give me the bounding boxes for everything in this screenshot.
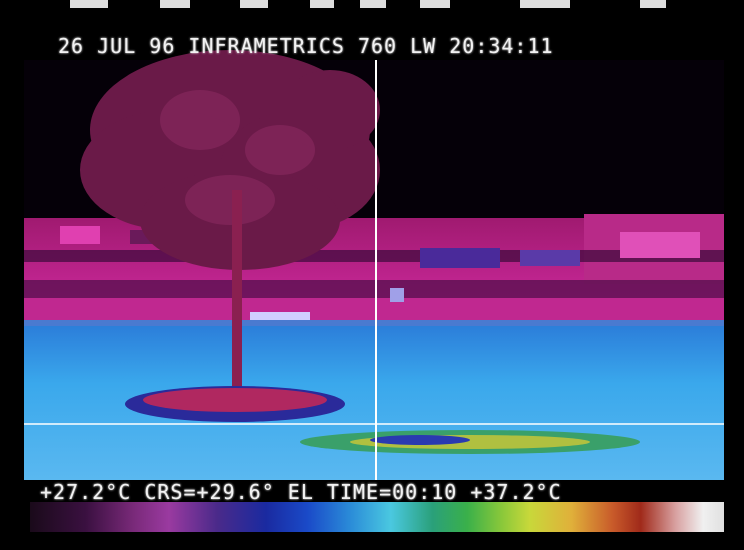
temperature-palette-bar xyxy=(30,502,724,532)
tree-trunk xyxy=(232,190,242,390)
osd-footer: +27.2°C CRS=+29.6° EL TIME=00:10 +37.2°C xyxy=(40,480,562,504)
thermal-scene xyxy=(24,50,724,480)
top-marks xyxy=(70,0,666,8)
osd-header: 26 JUL 96 INFRAMETRICS 760 LW 20:34:11 xyxy=(58,34,554,58)
